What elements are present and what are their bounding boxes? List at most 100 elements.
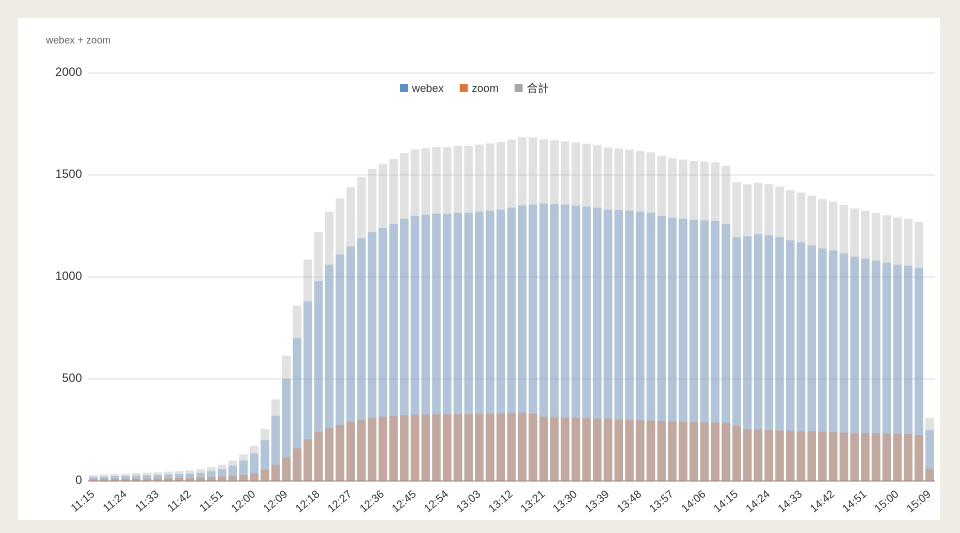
bar <box>614 419 624 481</box>
bar <box>260 440 270 481</box>
bar <box>850 256 859 481</box>
bar <box>925 468 934 481</box>
bar <box>785 430 795 481</box>
bar <box>893 433 902 481</box>
bar <box>217 464 227 481</box>
bar <box>432 414 441 481</box>
bar <box>539 139 548 482</box>
bar <box>174 471 184 481</box>
y-tick-label: 500 <box>62 371 82 385</box>
bar <box>925 430 934 481</box>
bar <box>357 238 366 481</box>
bar <box>110 476 120 481</box>
bar <box>764 235 774 481</box>
bar <box>99 476 109 481</box>
bar <box>871 212 881 481</box>
bar <box>174 474 184 481</box>
bar <box>410 414 420 481</box>
bar <box>453 212 463 482</box>
bar <box>410 215 420 482</box>
bar <box>164 471 173 481</box>
bar <box>314 281 323 481</box>
bar <box>850 432 859 481</box>
bar <box>721 165 731 481</box>
bar <box>303 259 313 481</box>
bar <box>121 473 130 481</box>
bar <box>507 412 516 481</box>
bar <box>539 416 548 481</box>
bar <box>260 428 270 481</box>
legend-swatch <box>514 84 523 92</box>
bar <box>753 182 763 481</box>
bar <box>346 187 355 482</box>
bar <box>560 417 570 481</box>
bar <box>142 478 152 481</box>
bar <box>528 413 538 481</box>
bar <box>517 205 527 481</box>
bar <box>882 262 892 481</box>
bar <box>378 228 388 481</box>
bar <box>421 148 431 481</box>
bar <box>239 460 248 481</box>
chart-title: webex + zoom <box>45 36 111 47</box>
bar <box>314 232 323 481</box>
bar <box>582 418 591 481</box>
bar <box>292 338 302 481</box>
y-tick-label: 1000 <box>55 269 82 283</box>
bar <box>582 143 591 481</box>
bar <box>775 237 784 481</box>
bar <box>249 453 259 481</box>
bar <box>700 161 709 481</box>
bar <box>603 418 613 481</box>
bar <box>453 145 463 481</box>
bar <box>710 162 720 482</box>
bar <box>217 476 227 481</box>
bar <box>207 471 216 481</box>
bar <box>249 445 259 481</box>
bar <box>818 199 827 481</box>
bar <box>196 472 205 481</box>
bar <box>785 190 795 481</box>
bar <box>678 218 688 482</box>
bar <box>485 143 495 481</box>
bar <box>861 210 870 481</box>
y-tick-label: 1500 <box>55 167 82 181</box>
bar <box>850 208 859 481</box>
bar <box>657 215 666 482</box>
bar <box>753 429 763 481</box>
bar <box>571 205 581 481</box>
bar <box>335 424 345 481</box>
bar <box>249 473 259 481</box>
legend-swatch <box>459 84 468 92</box>
bar <box>775 186 784 482</box>
bar <box>743 428 752 481</box>
bar <box>282 457 291 481</box>
bar <box>121 475 130 481</box>
bar <box>442 213 452 481</box>
bar <box>925 417 934 481</box>
bar <box>475 211 484 481</box>
bar <box>389 159 398 481</box>
bar <box>839 432 849 481</box>
bar <box>603 209 613 481</box>
bar <box>378 163 388 481</box>
bar <box>314 432 323 481</box>
bar <box>603 147 613 481</box>
bar <box>89 476 98 481</box>
bar <box>732 237 741 481</box>
bar <box>732 425 741 481</box>
bar <box>614 210 624 481</box>
chart-card <box>18 18 940 520</box>
bar <box>485 413 495 481</box>
bar <box>517 137 527 481</box>
bar <box>89 474 98 481</box>
bar <box>635 211 645 481</box>
bar <box>367 168 377 481</box>
bar <box>903 265 913 481</box>
bar <box>464 145 473 481</box>
bar <box>796 431 806 481</box>
bar <box>164 474 173 481</box>
bar <box>260 469 270 481</box>
bar <box>228 460 238 481</box>
